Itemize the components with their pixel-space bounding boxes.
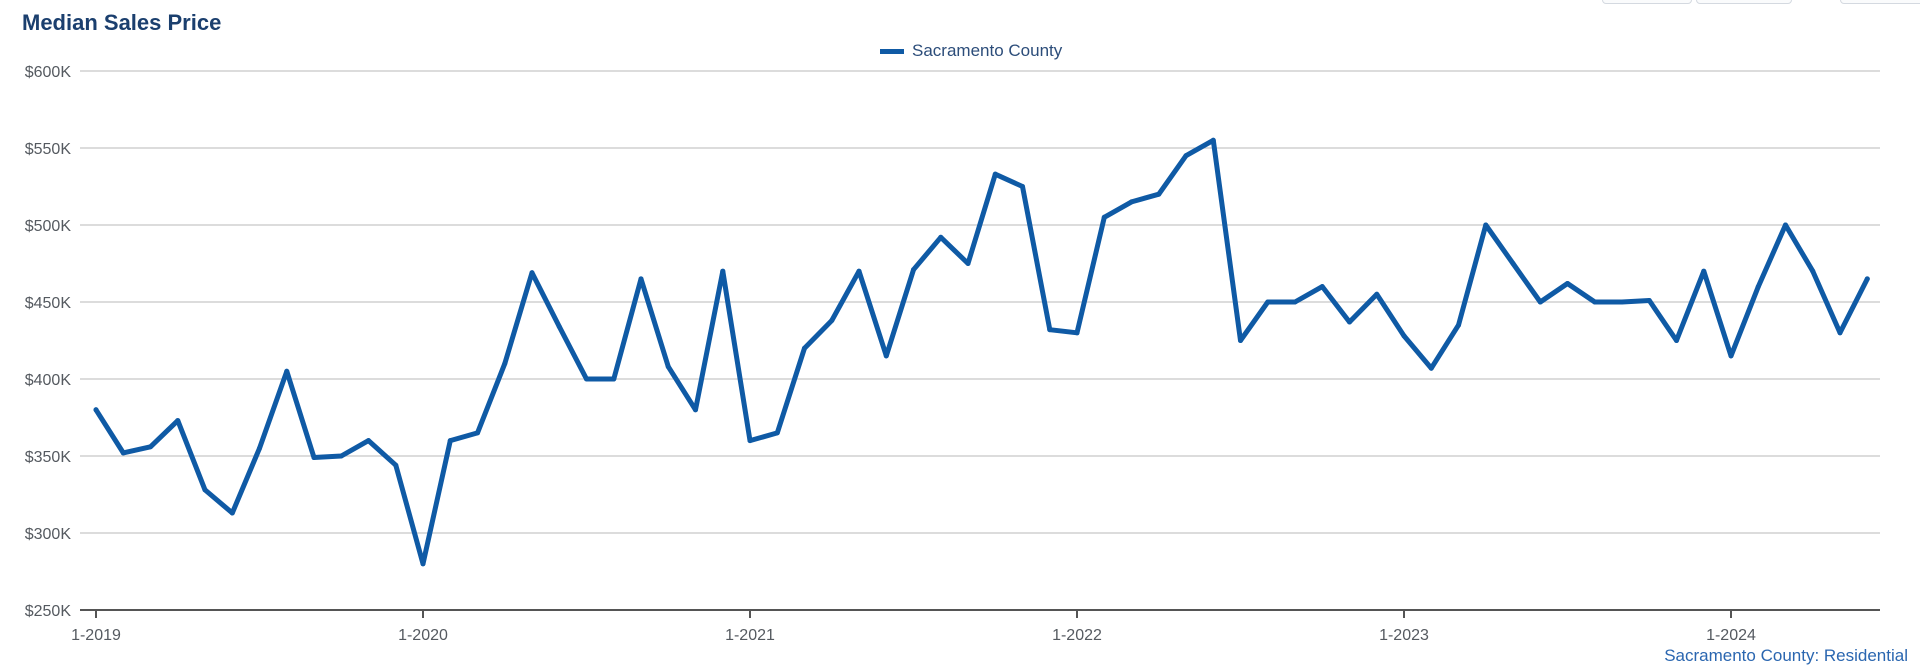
y-tick-label: $450K — [25, 295, 72, 312]
data-point — [475, 430, 480, 436]
data-point — [311, 455, 317, 461]
data-point — [1783, 222, 1788, 228]
data-point — [202, 487, 208, 493]
data-point — [529, 270, 535, 276]
chart-title: Median Sales Price — [22, 10, 222, 35]
data-point — [665, 364, 671, 370]
x-tick-label: 1-2024 — [1706, 627, 1756, 644]
data-point — [1701, 268, 1707, 274]
data-point — [1347, 319, 1352, 325]
data-point — [338, 453, 344, 459]
data-point — [120, 450, 126, 456]
data-point — [1129, 199, 1134, 205]
data-point — [284, 368, 290, 374]
data-point — [965, 261, 971, 266]
data-point — [1646, 297, 1652, 303]
x-tick-label: 1-2020 — [398, 627, 448, 644]
data-point — [393, 462, 399, 468]
data-point — [774, 430, 780, 436]
data-point — [1074, 330, 1080, 336]
data-point — [1565, 281, 1570, 287]
data-point — [638, 276, 644, 282]
data-point — [1156, 191, 1162, 197]
data-point — [1265, 299, 1271, 305]
data-point — [1101, 214, 1107, 220]
y-tick-label: $400K — [25, 372, 72, 389]
data-point — [883, 353, 889, 359]
data-point — [611, 376, 617, 382]
data-point — [938, 234, 944, 240]
data-point — [911, 267, 916, 273]
data-point — [366, 438, 371, 444]
y-tick-label: $500K — [25, 218, 72, 235]
data-point — [720, 268, 726, 274]
data-point — [1810, 268, 1816, 274]
data-point — [148, 444, 153, 450]
data-point — [1292, 299, 1298, 305]
data-point — [584, 376, 589, 382]
series-line — [93, 137, 1870, 567]
legend[interactable]: Sacramento County — [880, 41, 1062, 61]
x-tick-label: 1-2021 — [725, 627, 775, 644]
data-point — [856, 268, 862, 274]
data-point — [1401, 333, 1407, 339]
data-point — [93, 407, 99, 413]
data-point — [1619, 299, 1625, 305]
data-point — [1428, 365, 1434, 371]
data-point — [1837, 330, 1843, 336]
data-point — [1755, 284, 1761, 290]
data-point — [1510, 261, 1516, 266]
data-point — [1020, 184, 1025, 189]
legend-swatch — [880, 48, 904, 54]
data-point — [1864, 276, 1870, 282]
legend-label: Sacramento County — [912, 41, 1063, 60]
data-point — [829, 317, 835, 323]
data-point — [1374, 291, 1380, 297]
data-point — [1728, 353, 1734, 359]
y-tick-label: $300K — [25, 526, 72, 543]
y-tick-label: $350K — [25, 449, 72, 466]
x-tick-label: 1-2023 — [1379, 627, 1429, 644]
x-tick-label: 1-2019 — [71, 627, 121, 644]
data-point — [447, 438, 453, 444]
data-point — [502, 361, 508, 367]
chart-caption[interactable]: Sacramento County: Residential — [1664, 646, 1908, 665]
data-point — [1456, 322, 1461, 328]
data-point — [1210, 137, 1216, 143]
data-point — [693, 407, 698, 413]
data-point — [1319, 284, 1325, 290]
data-point — [1183, 153, 1189, 159]
data-point — [1238, 338, 1243, 343]
data-point — [1047, 327, 1053, 333]
data-point — [1483, 222, 1489, 228]
data-point — [1674, 338, 1679, 343]
x-tick-label: 1-2022 — [1052, 627, 1102, 644]
data-point — [420, 561, 426, 567]
data-point — [175, 418, 181, 424]
data-point — [802, 345, 807, 351]
data-point — [257, 445, 262, 451]
y-tick-label: $550K — [25, 141, 72, 158]
data-point — [747, 438, 753, 444]
data-point — [1537, 299, 1543, 305]
data-point — [1592, 299, 1598, 305]
toolbar-button-3[interactable] — [1840, 0, 1920, 4]
y-tick-label: $600K — [25, 64, 72, 81]
data-point — [556, 324, 562, 330]
data-point — [992, 171, 998, 177]
y-tick-label: $250K — [25, 603, 72, 620]
data-point — [229, 510, 235, 516]
